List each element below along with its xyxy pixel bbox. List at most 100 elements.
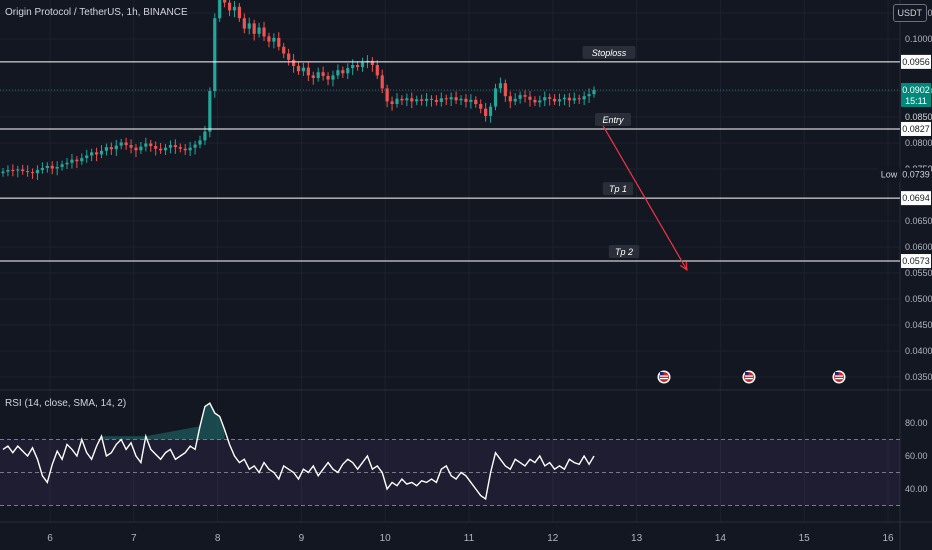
candle-body — [405, 98, 409, 101]
candle-body — [331, 75, 335, 80]
candle-body — [252, 23, 256, 34]
price-axis-label: 0.0500 — [905, 294, 932, 304]
candle-body — [277, 37, 281, 47]
flag-stripe — [835, 375, 843, 377]
candle-body — [410, 98, 414, 102]
candle-body — [380, 75, 384, 89]
candle-body — [30, 172, 35, 174]
time-axis-label: 6 — [47, 533, 53, 544]
stoploss-price-text: 0.0956 — [902, 57, 930, 67]
entry-price-badge — [901, 121, 931, 136]
rsi-line — [2, 402, 595, 501]
candle-body — [159, 148, 163, 151]
tp1-label-bg — [602, 182, 634, 196]
candle-body — [346, 68, 350, 74]
candle-body — [262, 27, 266, 37]
chart-title: Origin Protocol / TetherUS, 1h, BINANCE — [5, 7, 188, 18]
candle-body — [587, 94, 591, 97]
candle-body — [474, 99, 478, 104]
countdown-text: 15:11 — [905, 96, 927, 106]
candle-body — [454, 97, 458, 101]
candle-body — [375, 65, 379, 76]
candle-body — [99, 150, 104, 155]
candle-body — [203, 131, 207, 141]
candle-body — [70, 159, 74, 163]
price-axis-label: 0.0550 — [905, 268, 932, 278]
candle-body — [218, 0, 222, 19]
time-axis-label: 16 — [882, 533, 894, 544]
candle-body — [424, 98, 429, 101]
candle-body — [26, 171, 30, 173]
tp1-price-text: 0.0694 — [902, 193, 930, 203]
us-flag-icon[interactable] — [657, 370, 671, 384]
candle-body — [420, 99, 424, 101]
candle-body — [134, 147, 138, 151]
candle-body — [154, 146, 158, 149]
candle-body — [360, 62, 365, 68]
candle-body — [50, 165, 54, 169]
candle-body — [533, 99, 537, 103]
candle-body — [35, 170, 40, 174]
candle-body — [385, 88, 389, 102]
low-label: Low — [881, 170, 898, 180]
low-price-badge — [901, 167, 931, 182]
candle-body — [198, 140, 202, 145]
time-axis-label: 7 — [131, 533, 137, 544]
candle-body — [311, 75, 315, 78]
candle-body — [291, 59, 296, 67]
price-axis-label: 0.0850 — [905, 112, 932, 122]
us-flag-icon[interactable] — [742, 370, 756, 384]
flag-stripe — [660, 378, 668, 380]
candle-body — [178, 147, 182, 149]
price-axis-label: 0.0600 — [905, 242, 932, 252]
candle-body — [16, 169, 20, 171]
candle-body — [306, 67, 310, 76]
candle-body — [40, 167, 44, 171]
candle-body — [321, 72, 325, 76]
candle-body — [193, 144, 197, 148]
price-axis-label: 0.0450 — [905, 320, 932, 330]
candle-body — [104, 147, 109, 151]
candle-body — [553, 98, 557, 102]
flag-stripe — [745, 375, 753, 377]
price-axis-label: 0.0350 — [905, 372, 932, 382]
projection-arrow-head — [679, 261, 688, 272]
candle-body — [429, 98, 434, 100]
candle-body — [592, 89, 596, 95]
candle-body — [572, 98, 576, 101]
us-flag-icon[interactable] — [832, 370, 846, 384]
rsi-axis-label: 80.00 — [905, 418, 928, 428]
flag-stripe — [660, 375, 668, 377]
candle-body — [188, 147, 192, 151]
candle-body — [90, 152, 94, 156]
projection-arrow-line — [602, 125, 688, 271]
tp2-price-text: 0.0573 — [902, 256, 930, 266]
time-axis-label: 10 — [380, 533, 392, 544]
candle-body — [449, 97, 453, 100]
rsi-axis-label: 60.00 — [905, 451, 928, 461]
candle-body — [223, 0, 227, 3]
candle-body — [513, 98, 517, 102]
candle-body — [139, 146, 143, 151]
candle-body — [232, 6, 237, 11]
last-price-badge — [901, 82, 931, 107]
candle-body — [227, 2, 232, 11]
candle-body — [518, 95, 522, 99]
tp2-price-badge — [901, 254, 931, 269]
candle-body — [296, 66, 301, 72]
currency-button[interactable]: USDT — [892, 4, 927, 22]
candle-body — [301, 67, 306, 72]
candle-body — [498, 83, 503, 89]
tp2-label-bg — [608, 245, 640, 259]
rsi-overbought-fill — [101, 403, 225, 440]
last-price-text: 0.0902 — [902, 85, 930, 95]
price-axis-label: 0.0800 — [905, 138, 932, 148]
candle-body — [75, 159, 79, 162]
stoploss-price-badge — [901, 54, 931, 69]
candle-body — [444, 98, 448, 100]
candle-body — [538, 100, 542, 103]
candle-body — [6, 170, 10, 172]
flag-canton — [660, 372, 664, 375]
